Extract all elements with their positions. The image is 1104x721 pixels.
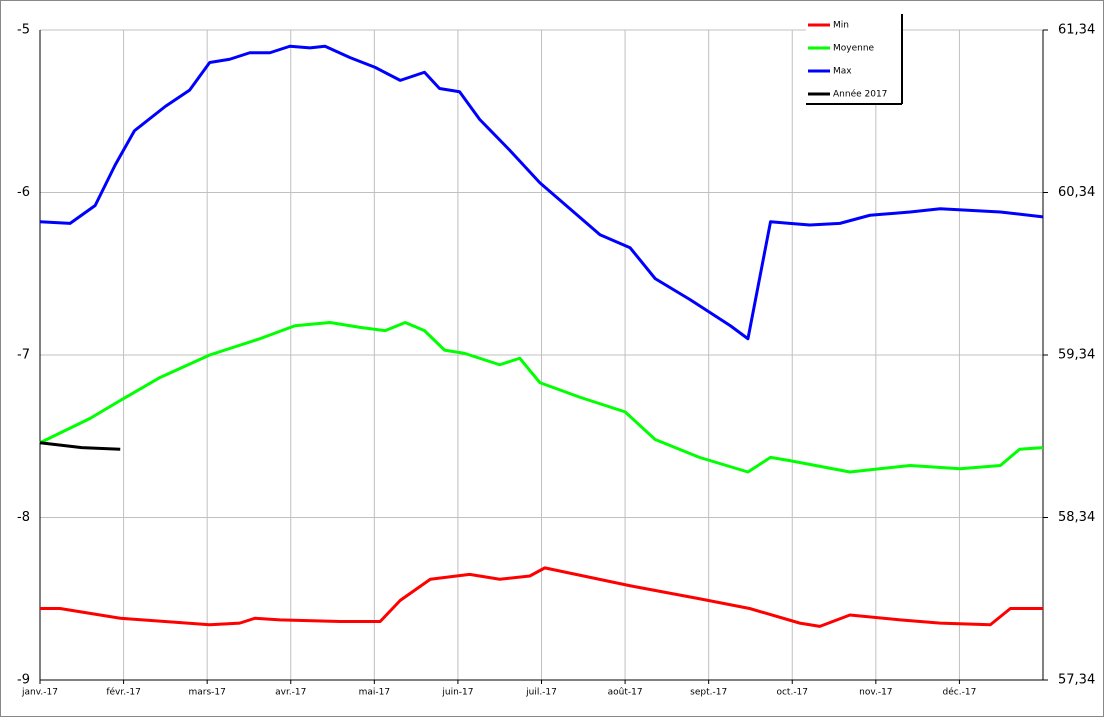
- y2-tick-label: 57,34: [1058, 673, 1095, 688]
- x-tick-label: juin-17: [441, 688, 473, 698]
- y2-tick-label: 60,34: [1058, 185, 1095, 200]
- x-tick-label: janv.-17: [21, 688, 58, 698]
- series-line: [39, 321, 1044, 474]
- y-tick-label: -9: [17, 673, 30, 688]
- x-tick-label: août-17: [608, 688, 643, 698]
- series-line: [39, 441, 121, 451]
- y2-tick-label: 58,34: [1058, 510, 1095, 525]
- x-tick-label: avr.-17: [275, 688, 306, 698]
- series-line: [39, 44, 1044, 341]
- y-tick-label: -5: [17, 23, 30, 38]
- x-tick-label: févr.-17: [106, 687, 140, 698]
- legend-label: Année 2017: [833, 89, 887, 100]
- x-tick-label: sept.-17: [690, 688, 727, 698]
- y2-tick-label: 59,34: [1058, 348, 1095, 363]
- legend-box: [806, 14, 902, 104]
- y2-tick-label: 61,34: [1058, 23, 1095, 38]
- legend-label: Moyenne: [833, 44, 875, 54]
- x-tick-label: mai-17: [359, 688, 390, 698]
- x-tick-label: juil.-17: [525, 688, 557, 698]
- series-line: [40, 566, 1043, 628]
- legend-label: Max: [833, 67, 852, 77]
- x-tick-label: déc.-17: [943, 687, 977, 698]
- y-tick-label: -8: [17, 510, 30, 525]
- x-tick-label: oct.-17: [776, 688, 808, 698]
- x-tick-label: mars-17: [188, 688, 225, 698]
- y-tick-label: -7: [17, 348, 30, 363]
- y-tick-label: -6: [17, 185, 30, 200]
- legend-label: Min: [833, 21, 849, 31]
- x-tick-label: nov.-17: [859, 688, 892, 698]
